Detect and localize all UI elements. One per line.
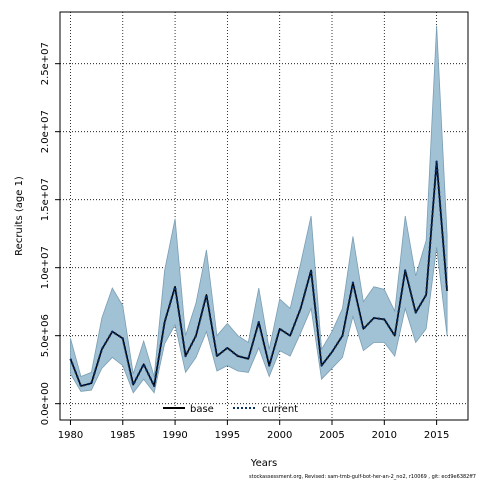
y-axis: 0.0e+00 5.0e+06 1.0e+07 1.5e+07 2.0e+07 2.5e+… [40,42,60,425]
y-tick-label: 1.0e+07 [40,246,51,289]
series-line-current [69,160,449,388]
y-tick-label: 2.5e+07 [40,42,51,85]
y-axis-title: Recruits (age 1) [14,176,25,256]
series-lines [69,160,449,388]
legend: base current [163,404,298,415]
x-axis: 1980 1985 1990 1995 2000 2005 2010 2015 [58,420,449,441]
confidence-band-area [70,25,448,394]
plot-frame [59,11,469,421]
x-tick-label: 1985 [110,430,135,441]
x-tick-label: 2015 [424,430,449,441]
y-tick-label: 2.0e+07 [40,110,51,153]
y-tick-label: 0.0e+00 [40,382,51,425]
legend-label: current [262,404,298,415]
x-tick-label: 1990 [162,430,187,441]
x-tick-label: 1980 [58,430,83,441]
confidence-band [70,25,448,394]
x-tick-label: 2010 [372,430,397,441]
y-tick-label: 5.0e+06 [40,314,51,357]
x-tick-label: 1995 [215,430,240,441]
x-tick-label: 2000 [267,430,292,441]
legend-label: base [190,404,214,415]
x-tick-label: 2005 [319,430,344,441]
y-tick-label: 1.5e+07 [40,178,51,221]
x-axis-title: Years [250,458,277,469]
footnote: stockassessment.org, Revised: sam-tmb-gu… [249,474,476,480]
